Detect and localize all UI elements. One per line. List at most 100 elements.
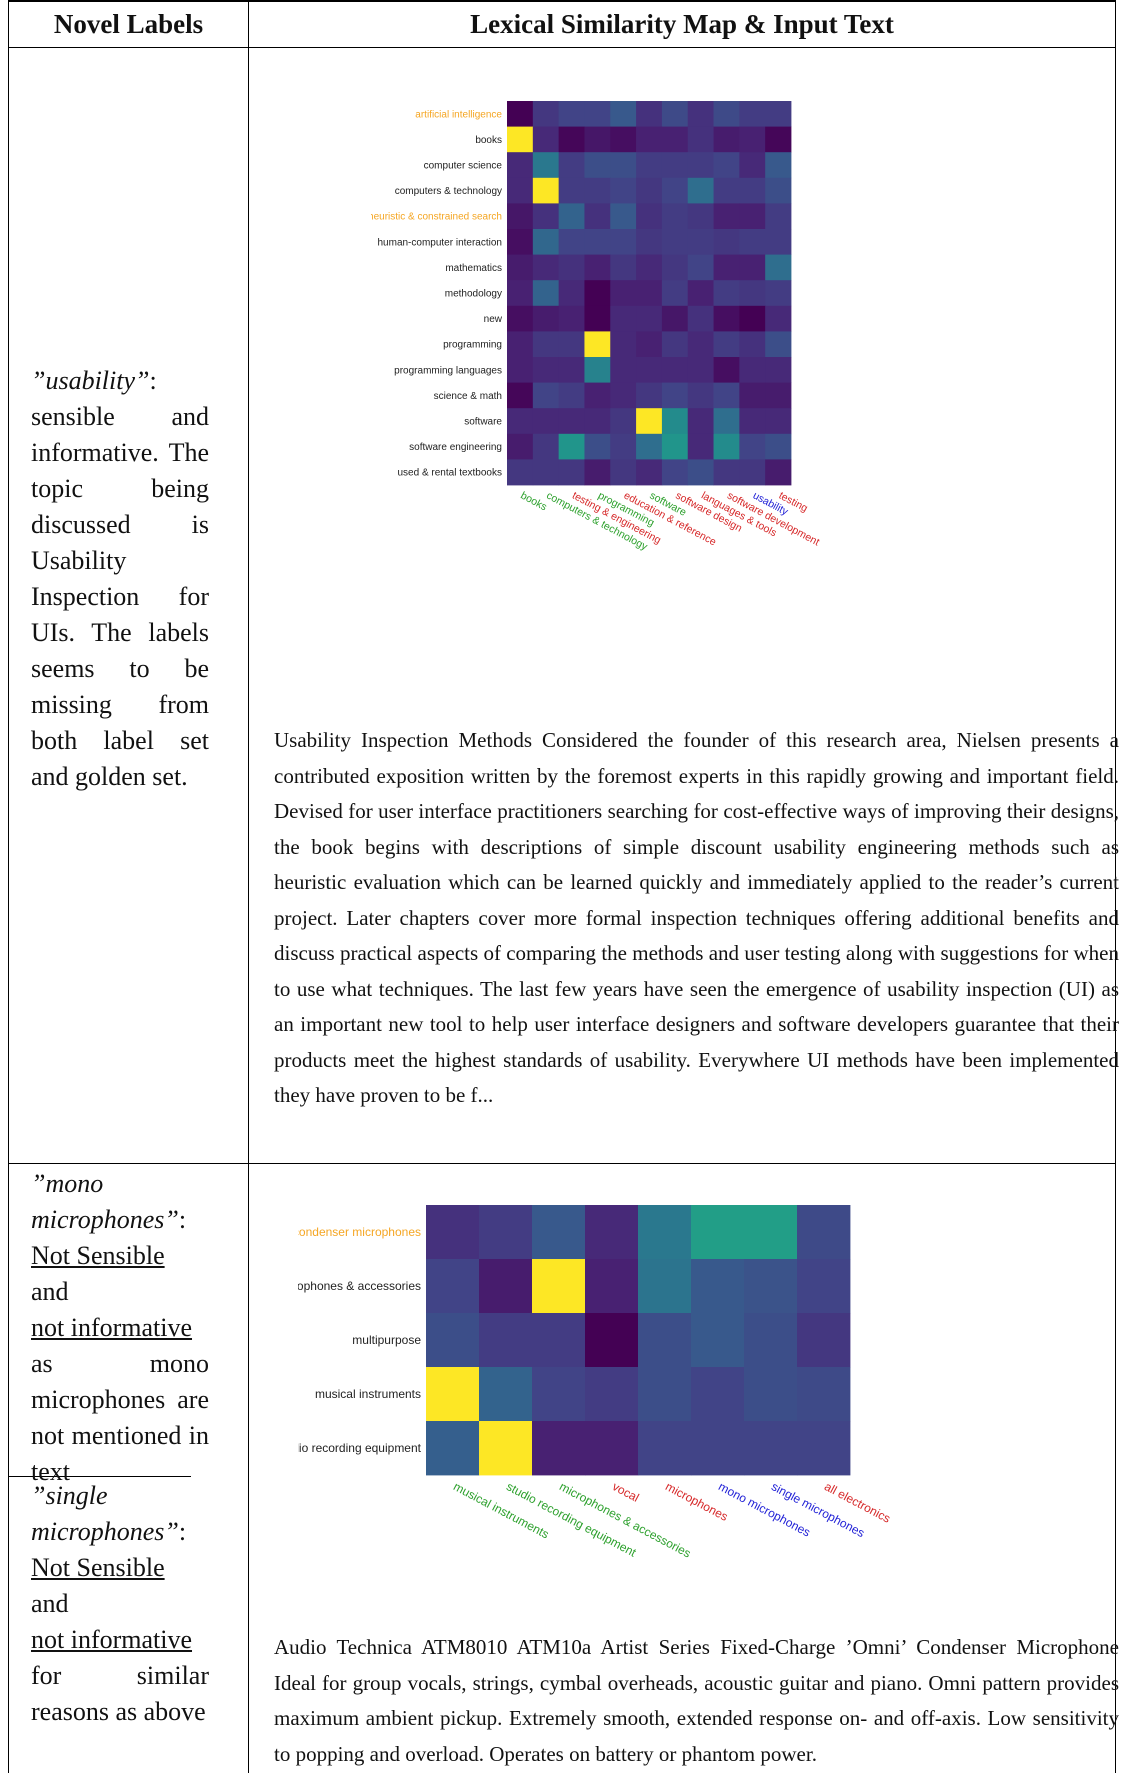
heatmap-cell <box>558 459 585 486</box>
heatmap-cell <box>661 229 689 255</box>
heatmap-cell <box>765 280 792 307</box>
heatmap-cell <box>636 357 663 383</box>
heatmap-cell <box>713 229 740 255</box>
heatmap-y-tick-label: artificial intelligence <box>415 109 502 120</box>
heatmap-cell <box>532 1313 586 1368</box>
quality-not-sensible: Not Sensible <box>31 1553 165 1582</box>
heatmap-cell <box>532 254 560 281</box>
heatmap-cell <box>744 1205 798 1260</box>
heatmap-cell <box>661 126 689 153</box>
heatmap-cell <box>532 1367 586 1422</box>
label-mono-microphones: ”mono microphones” <box>31 1169 179 1234</box>
heatmap-cell <box>426 1421 480 1476</box>
heatmap-cell <box>507 203 534 230</box>
heatmap-cell <box>713 433 740 460</box>
column-divider <box>248 0 249 1773</box>
heatmap-cell <box>713 101 740 127</box>
heatmap-x-tick-label: musical instruments <box>451 1479 551 1541</box>
heatmap-cell <box>584 382 611 409</box>
heatmap-cell <box>636 101 663 127</box>
heatmap-cell <box>532 1205 586 1260</box>
heatmap-cell <box>479 1421 533 1476</box>
heatmap-cell <box>636 280 663 307</box>
heatmap-cell <box>744 1313 798 1368</box>
heatmap-cell <box>739 459 766 486</box>
heatmap-cell <box>739 280 766 307</box>
heatmap-cell <box>584 305 611 332</box>
heatmap-cell <box>558 280 585 307</box>
heatmap-cell <box>713 203 740 230</box>
heatmap-cell <box>691 1259 745 1314</box>
heatmap-cell <box>739 152 766 179</box>
heatmap-cell <box>507 459 534 486</box>
heatmap-cell <box>507 357 534 383</box>
heatmap-cell <box>765 433 792 460</box>
heatmap-cell <box>636 459 663 486</box>
heatmap-cell <box>558 357 585 383</box>
heatmap-y-tick-label: heuristic & constrained search <box>371 212 502 223</box>
heatmap-cell <box>687 408 714 435</box>
heatmap-cell <box>638 1205 692 1260</box>
heatmap-cell <box>584 459 611 486</box>
heatmap-cell <box>532 408 560 435</box>
heatmap-cell <box>507 152 534 179</box>
heatmap-cell <box>661 357 689 383</box>
heatmap-y-tick-label: new <box>484 314 503 325</box>
heatmap-cell <box>638 1367 692 1422</box>
heatmap-cell <box>765 305 792 332</box>
heatmap-cell <box>558 126 585 153</box>
heatmap-cell <box>558 382 585 409</box>
heatmap-cell <box>661 101 689 127</box>
heatmap-cell <box>636 305 663 332</box>
heatmap-cell <box>765 459 792 486</box>
heatmap-cell <box>661 254 689 281</box>
heatmap-cell <box>584 203 611 230</box>
heatmap-cell <box>584 177 611 204</box>
heatmap-cell <box>687 203 714 230</box>
quality-not-sensible: Not Sensible <box>31 1241 165 1270</box>
row1-note-text: : sensible and informative. The topic be… <box>31 366 209 791</box>
heatmap-cell <box>687 152 714 179</box>
heatmap-cell <box>713 459 740 486</box>
heatmap-cell <box>507 382 534 409</box>
heatmap-cell <box>585 1421 639 1476</box>
heatmap-cell <box>765 152 792 179</box>
heatmap-cell <box>744 1259 798 1314</box>
heatmap-cell <box>507 101 534 127</box>
heatmap-cell <box>661 382 689 409</box>
heatmap-cell <box>558 408 585 435</box>
heatmap-cell <box>610 357 637 383</box>
heatmap-cell <box>507 408 534 435</box>
header-bottom-rule <box>8 47 1116 48</box>
heatmap-cell <box>687 331 714 358</box>
heatmap-cell <box>739 331 766 358</box>
heatmap-y-tick-label: software engineering <box>409 442 502 453</box>
heatmap-cell <box>638 1421 692 1476</box>
heatmap-cell <box>584 280 611 307</box>
heatmap-x-tick-label: books <box>519 490 549 514</box>
heatmap-cell <box>636 203 663 230</box>
heatmap-cell <box>584 101 611 127</box>
heatmap-cell <box>532 459 560 486</box>
heatmap-cell <box>558 254 585 281</box>
heatmap-cell <box>585 1259 639 1314</box>
heatmap-cell <box>532 280 560 307</box>
heatmap-cell <box>636 152 663 179</box>
heatmap-cell <box>636 408 663 435</box>
heatmap-cell <box>532 126 560 153</box>
heatmap-cell <box>479 1259 533 1314</box>
heatmap-cell <box>739 433 766 460</box>
heatmap-cell <box>532 382 560 409</box>
heatmap-cell <box>532 177 560 204</box>
heatmap-cell <box>713 331 740 358</box>
label-single-microphones: ”single microphones” <box>31 1481 179 1546</box>
heatmap-cell <box>507 177 534 204</box>
heatmap-cell <box>610 152 637 179</box>
heatmap-cell <box>765 126 792 153</box>
heatmap-cell <box>610 459 637 486</box>
row1-input-text: Usability Inspection Methods Considered … <box>274 728 1119 1107</box>
heatmap-cell <box>713 382 740 409</box>
heatmap-cell <box>765 382 792 409</box>
heatmap-y-tick-label: computer science <box>424 161 503 172</box>
heatmap-cell <box>584 229 611 255</box>
